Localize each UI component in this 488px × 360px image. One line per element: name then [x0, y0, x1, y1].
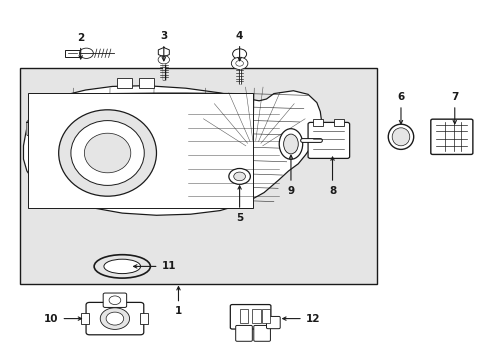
Circle shape [106, 312, 123, 325]
FancyBboxPatch shape [230, 305, 270, 329]
Circle shape [233, 172, 245, 181]
FancyBboxPatch shape [86, 302, 143, 335]
Ellipse shape [387, 124, 413, 149]
Ellipse shape [59, 110, 156, 196]
Text: 7: 7 [450, 92, 458, 124]
Text: 4: 4 [235, 31, 243, 61]
FancyBboxPatch shape [307, 122, 349, 158]
FancyBboxPatch shape [253, 325, 270, 341]
Bar [251, 309, 260, 323]
Circle shape [235, 60, 243, 66]
Bar [20, 68, 376, 284]
Circle shape [79, 48, 93, 58]
Text: 1: 1 [175, 287, 182, 316]
Circle shape [158, 55, 169, 64]
Bar [64, 50, 80, 57]
Ellipse shape [391, 128, 409, 146]
Ellipse shape [283, 134, 298, 154]
Text: 9: 9 [287, 155, 294, 196]
Bar [139, 78, 154, 88]
Ellipse shape [84, 133, 131, 173]
Ellipse shape [104, 259, 141, 274]
Text: 3: 3 [160, 31, 167, 61]
FancyBboxPatch shape [266, 316, 280, 329]
Text: 5: 5 [236, 186, 243, 223]
Circle shape [231, 57, 247, 69]
Text: 11: 11 [133, 261, 176, 271]
Polygon shape [23, 86, 321, 215]
Ellipse shape [279, 129, 302, 159]
Bar [28, 93, 253, 208]
FancyBboxPatch shape [235, 325, 252, 341]
Bar [117, 78, 132, 88]
Circle shape [228, 168, 250, 184]
Ellipse shape [94, 255, 150, 278]
Text: 12: 12 [282, 314, 320, 324]
Bar [140, 313, 147, 324]
Circle shape [232, 49, 246, 59]
Text: 2: 2 [77, 33, 84, 59]
Bar [239, 309, 248, 323]
Text: 10: 10 [44, 314, 81, 324]
Polygon shape [27, 122, 41, 140]
Circle shape [100, 308, 129, 329]
Polygon shape [158, 48, 169, 57]
Bar [333, 119, 343, 126]
Text: 8: 8 [328, 157, 335, 196]
FancyBboxPatch shape [430, 119, 472, 154]
Circle shape [109, 296, 121, 305]
Bar [312, 119, 322, 126]
Text: 6: 6 [397, 92, 404, 124]
Bar [261, 309, 270, 323]
Bar [81, 313, 89, 324]
FancyBboxPatch shape [103, 293, 126, 307]
Ellipse shape [71, 121, 144, 185]
